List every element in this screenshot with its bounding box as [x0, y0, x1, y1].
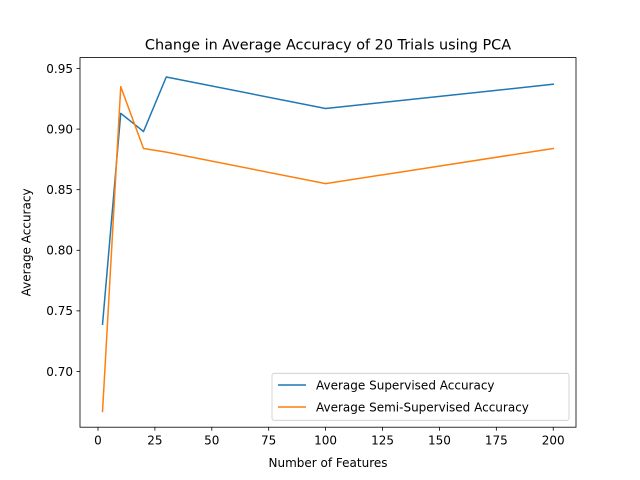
- x-tick-label: 200: [542, 434, 565, 448]
- y-tick-label: 0.95: [46, 62, 73, 76]
- y-axis-label: Average Accuracy: [20, 188, 34, 296]
- legend: Average Supervised Accuracy Average Semi…: [271, 372, 570, 421]
- y-tick-label: 0.75: [46, 304, 73, 318]
- legend-label-semi-supervised: Average Semi-Supervised Accuracy: [316, 401, 529, 415]
- x-axis-label: Number of Features: [269, 456, 388, 470]
- y-axis: 0.70 0.75 0.80 0.85 0.90 0.95: [46, 62, 80, 379]
- x-tick-label: 25: [147, 434, 162, 448]
- plot-lines: [101, 76, 555, 413]
- y-tick-label: 0.80: [46, 244, 73, 258]
- plot-frame: [79, 57, 577, 428]
- x-axis: 0 25 50 75 100 125 150 175 200: [94, 427, 565, 448]
- y-tick-label: 0.85: [46, 183, 73, 197]
- x-tick-label: 175: [485, 434, 508, 448]
- legend-box: [271, 372, 570, 421]
- y-tick-label: 0.90: [46, 122, 73, 136]
- x-tick-label: 0: [94, 434, 102, 448]
- series-line-1: [101, 85, 555, 413]
- x-tick-label: 150: [428, 434, 451, 448]
- y-tick-label: 0.70: [46, 365, 73, 379]
- legend-label-supervised: Average Supervised Accuracy: [316, 379, 495, 393]
- x-tick-label: 75: [261, 434, 276, 448]
- x-tick-label: 50: [204, 434, 219, 448]
- x-tick-label: 125: [371, 434, 394, 448]
- x-tick-label: 100: [314, 434, 337, 448]
- chart-title: Change in Average Accuracy of 20 Trials …: [145, 38, 511, 54]
